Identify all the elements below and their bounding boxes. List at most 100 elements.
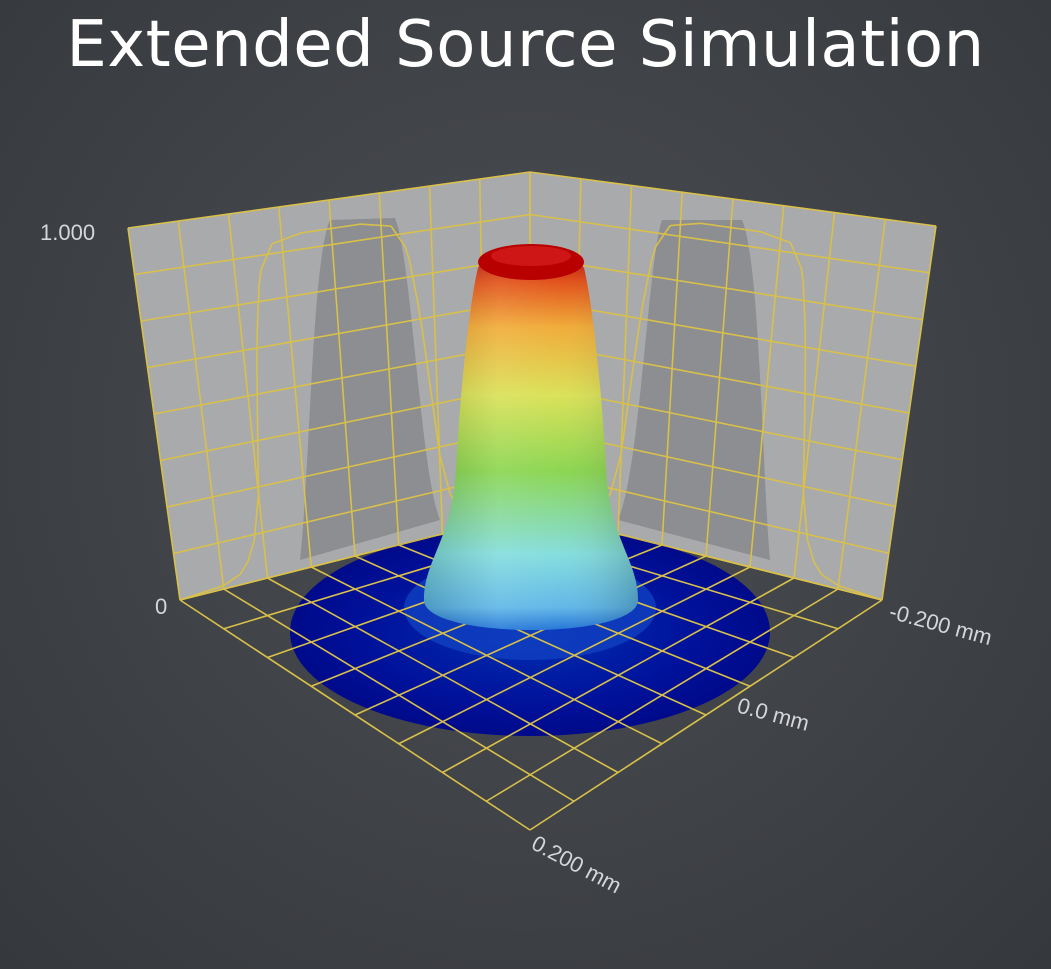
- right-wall-profile-segment: [803, 509, 807, 525]
- left-wall-profile-segment: [258, 269, 262, 285]
- right-wall-profile-segment: [609, 480, 615, 494]
- right-wall-profile-segment: [826, 577, 831, 581]
- right-wall-profile-segment: [870, 595, 874, 598]
- x-tick-neg: -0.200 mm: [887, 599, 995, 650]
- right-wall-profile-segment: [770, 234, 775, 238]
- left-wall-profile-segment: [412, 280, 419, 303]
- left-wall-profile-segment: [445, 480, 451, 494]
- left-wall-profile-segment: [194, 593, 198, 596]
- right-wall-shadow: [618, 220, 770, 560]
- right-wall-profile-segment: [808, 546, 813, 555]
- left-wall-profile-segment: [394, 230, 399, 238]
- left-wall-profile-segment: [390, 225, 396, 232]
- right-wall-profile-segment: [763, 232, 768, 235]
- left-wall-profile-segment: [287, 235, 292, 239]
- left-wall-profile-segment: [256, 494, 260, 510]
- right-wall-profile-segment: [846, 587, 851, 591]
- right-wall-profile-segment: [613, 466, 619, 481]
- right-wall-profile-segment: [616, 453, 622, 468]
- z-tick-min: 0: [155, 594, 167, 619]
- left-wall-profile-segment: [249, 547, 253, 556]
- left-wall-profile-segment: [434, 422, 441, 455]
- disk-gridline: [290, 577, 619, 736]
- left-wall-profile-segment: [256, 306, 260, 330]
- right-wall-profile-segment: [638, 301, 645, 328]
- right-wall-gridline-v: [793, 212, 836, 579]
- right-wall-gridline-v: [837, 219, 887, 590]
- left-wall-profile-segment: [442, 466, 448, 481]
- x-tick-zero: 0.0 mm: [735, 693, 812, 736]
- left-wall-profile-segment: [253, 524, 257, 540]
- floor-gridline: [529, 599, 883, 831]
- right-wall-profile-segment: [855, 590, 860, 594]
- right-wall-profile-segment: [803, 425, 806, 460]
- right-wall-profile-segment: [821, 573, 825, 577]
- right-wall-profile-segment: [633, 327, 640, 360]
- right-wall-profile-segment: [760, 231, 765, 234]
- left-wall-profile-segment: [199, 591, 204, 595]
- right-wall-profile-segment: [852, 589, 857, 593]
- right-wall-profile-segment: [780, 238, 785, 242]
- disk-gridline: [485, 588, 770, 736]
- right-wall-profile-segment: [658, 235, 664, 242]
- left-wall-profile-segment: [205, 589, 210, 593]
- left-wall-profile-segment: [263, 256, 268, 264]
- right-wall-profile-segment: [802, 282, 806, 306]
- right-wall-profile-segment: [873, 596, 877, 599]
- right-wall-profile-segment: [773, 235, 778, 239]
- left-wall-profile-segment: [220, 584, 224, 588]
- left-wall-profile-segment: [297, 232, 302, 235]
- left-wall-profile-segment: [228, 579, 233, 583]
- left-wall-profile-segment: [291, 234, 296, 238]
- left-wall-profile-segment: [416, 301, 423, 329]
- left-wall-profile-segment: [278, 239, 283, 243]
- left-wall-profile-segment: [179, 598, 184, 601]
- left-wall-profile-segment: [241, 565, 246, 571]
- left-wall-profile-segment: [182, 597, 187, 600]
- left-wall-profile-segment: [268, 243, 273, 251]
- left-wall-profile-segment: [271, 241, 276, 245]
- right-wall-profile-segment: [849, 588, 854, 592]
- left-wall-profile-segment: [265, 249, 271, 258]
- right-wall-profile-segment: [802, 459, 805, 494]
- left-wall-gridline-v: [428, 185, 444, 535]
- left-wall-profile-segment: [274, 240, 279, 244]
- right-wall-profile-segment: [858, 591, 862, 595]
- right-wall-profile-segment: [835, 583, 839, 587]
- left-wall-profile-segment: [430, 391, 437, 423]
- left-wall-profile-segment: [191, 594, 195, 597]
- left-wall-profile-segment: [202, 590, 207, 594]
- right-wall-profile-segment: [815, 565, 820, 571]
- right-wall-profile-segment: [864, 593, 868, 596]
- right-wall-profile-segment: [786, 240, 791, 244]
- left-wall-profile-segment: [260, 262, 265, 270]
- left-wall-profile-segment: [251, 539, 256, 548]
- right-wall-profile-segment: [875, 597, 880, 600]
- left-wall-profile-segment: [239, 569, 244, 575]
- right-wall-profile-segment: [844, 586, 848, 590]
- right-wall-profile-segment: [813, 561, 818, 567]
- left-wall-profile-segment: [244, 561, 249, 567]
- left-wall-profile-segment: [188, 595, 192, 598]
- right-wall-profile-segment: [624, 390, 631, 423]
- left-wall-profile-segment: [438, 453, 444, 468]
- right-wall-profile-segment: [800, 268, 805, 284]
- right-wall-profile-segment: [767, 233, 772, 237]
- right-wall-profile-segment: [811, 554, 815, 563]
- right-wall-gridline-v: [749, 205, 785, 568]
- left-wall-profile-segment: [231, 577, 235, 581]
- disk-gridline: [310, 566, 663, 736]
- left-wall-profile-segment: [222, 583, 227, 587]
- left-wall-profile-segment: [208, 588, 213, 592]
- right-wall-profile-segment: [861, 592, 865, 595]
- right-wall-profile-segment: [620, 422, 627, 454]
- left-wall-profile-segment: [197, 592, 201, 595]
- right-wall-profile-segment: [655, 240, 661, 248]
- left-wall-shadow: [300, 218, 440, 560]
- right-wall-profile-segment: [665, 225, 671, 232]
- right-wall-profile-segment: [805, 524, 809, 540]
- left-wall-profile-segment: [257, 284, 261, 307]
- left-wall-profile-segment: [449, 493, 454, 500]
- left-wall-profile-segment: [421, 328, 428, 360]
